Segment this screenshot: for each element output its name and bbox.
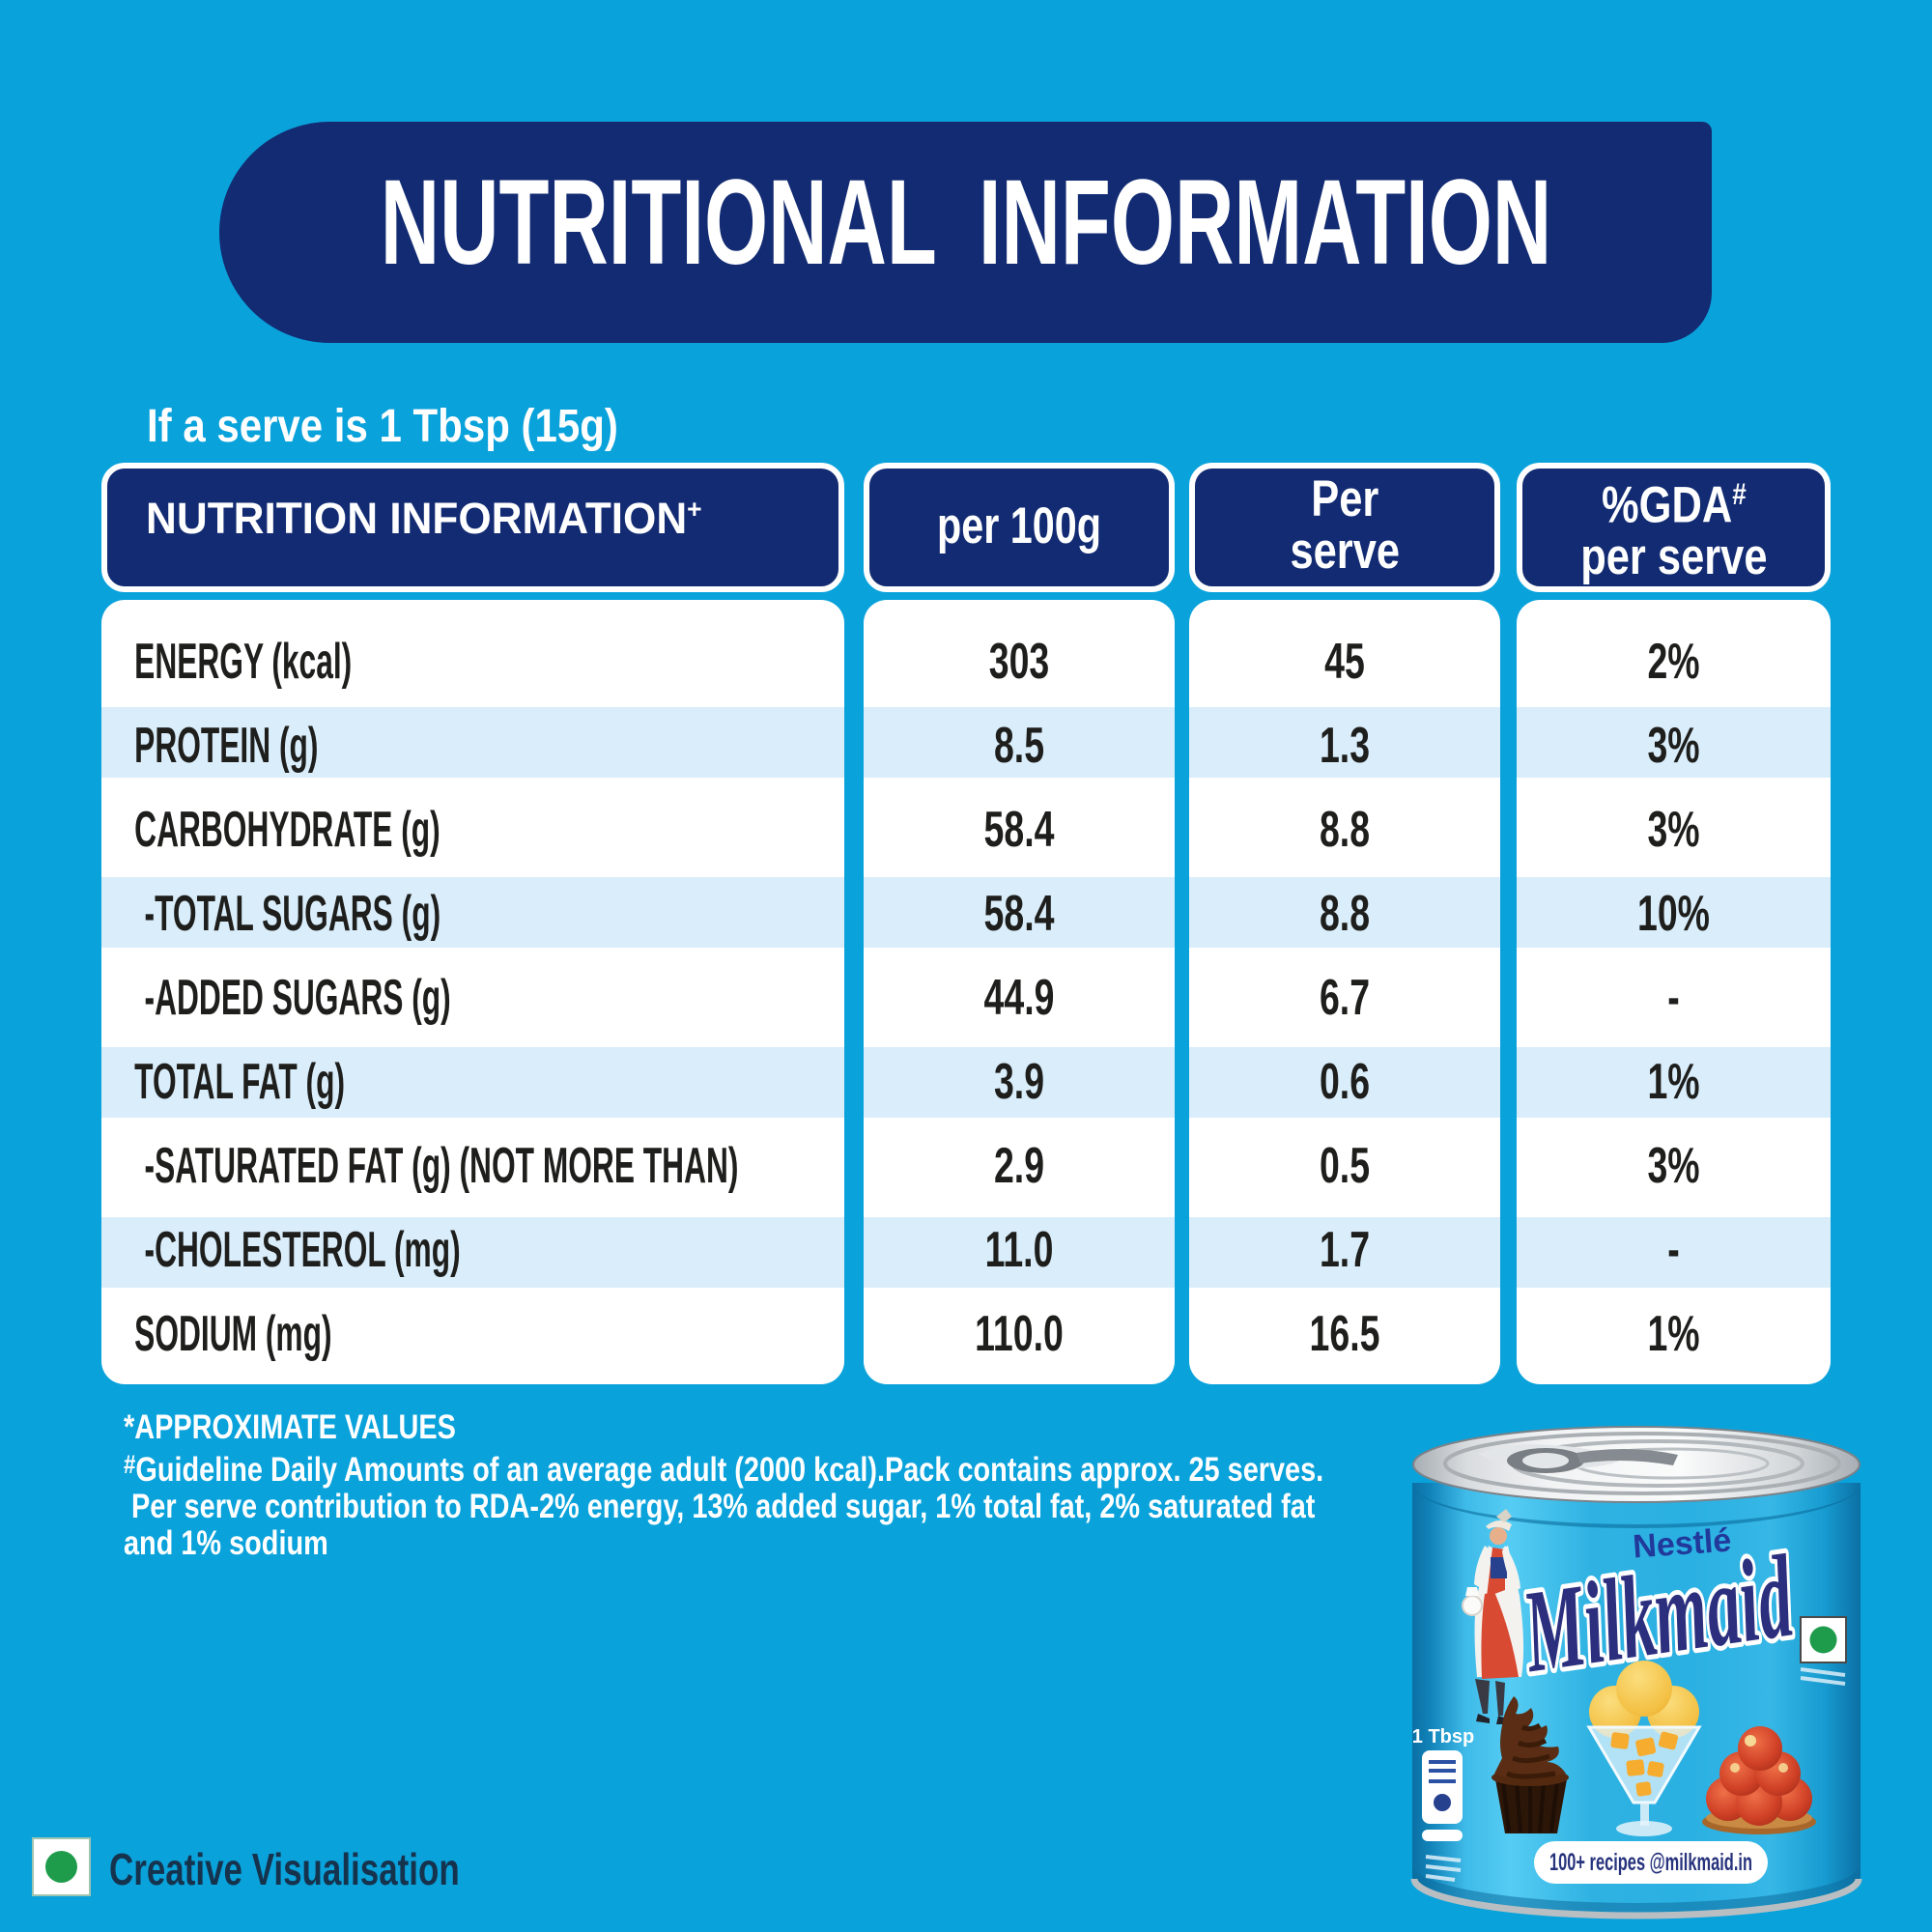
svg-text:Nestlé: Nestlé [1632,1522,1732,1566]
svg-text:100+ recipes @milkmaid.in: 100+ recipes @milkmaid.in [1549,1849,1752,1876]
svg-text:1 Tbsp: 1 Tbsp [1412,1726,1474,1747]
